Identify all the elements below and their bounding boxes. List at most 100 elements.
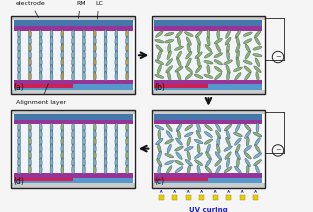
- Ellipse shape: [61, 158, 64, 167]
- Ellipse shape: [61, 151, 64, 160]
- Ellipse shape: [61, 72, 64, 81]
- Ellipse shape: [93, 72, 96, 81]
- Ellipse shape: [115, 144, 118, 153]
- Ellipse shape: [18, 43, 21, 53]
- Ellipse shape: [93, 144, 96, 153]
- Bar: [11, 183, 135, 188]
- Ellipse shape: [50, 144, 53, 153]
- Ellipse shape: [253, 132, 262, 137]
- Ellipse shape: [50, 64, 53, 74]
- Ellipse shape: [254, 160, 261, 166]
- Ellipse shape: [50, 36, 53, 46]
- Ellipse shape: [126, 123, 129, 132]
- Bar: [14, 26, 133, 31]
- Ellipse shape: [115, 64, 118, 74]
- Ellipse shape: [50, 57, 53, 67]
- Ellipse shape: [39, 43, 42, 53]
- Ellipse shape: [18, 57, 21, 67]
- Ellipse shape: [18, 29, 21, 39]
- Ellipse shape: [115, 36, 118, 46]
- Ellipse shape: [115, 158, 118, 167]
- Ellipse shape: [176, 152, 182, 159]
- Ellipse shape: [206, 159, 211, 167]
- Ellipse shape: [115, 57, 118, 67]
- Ellipse shape: [72, 165, 74, 174]
- Ellipse shape: [233, 67, 242, 72]
- Ellipse shape: [186, 37, 191, 45]
- Ellipse shape: [83, 137, 85, 146]
- Ellipse shape: [165, 160, 174, 165]
- Ellipse shape: [165, 39, 174, 43]
- Ellipse shape: [104, 144, 107, 153]
- Ellipse shape: [115, 72, 118, 81]
- Ellipse shape: [104, 151, 107, 160]
- Ellipse shape: [126, 165, 129, 174]
- Ellipse shape: [93, 64, 96, 74]
- Bar: [154, 177, 262, 183]
- Ellipse shape: [39, 144, 42, 153]
- Ellipse shape: [245, 44, 250, 52]
- Text: (a): (a): [13, 83, 24, 92]
- Ellipse shape: [197, 43, 200, 53]
- Ellipse shape: [18, 151, 21, 160]
- Ellipse shape: [126, 50, 129, 60]
- Bar: [172, 195, 177, 200]
- Ellipse shape: [115, 151, 118, 160]
- Ellipse shape: [50, 29, 53, 39]
- Bar: [240, 195, 244, 200]
- Ellipse shape: [61, 43, 64, 53]
- Ellipse shape: [104, 165, 107, 174]
- Bar: [154, 177, 208, 181]
- Ellipse shape: [206, 152, 211, 160]
- Ellipse shape: [207, 144, 210, 153]
- Ellipse shape: [205, 45, 212, 52]
- Ellipse shape: [255, 145, 260, 153]
- Bar: [11, 16, 135, 21]
- Text: ~: ~: [275, 54, 281, 60]
- Ellipse shape: [18, 50, 21, 60]
- Bar: [154, 31, 262, 80]
- Text: ~: ~: [275, 147, 281, 153]
- Ellipse shape: [176, 31, 182, 38]
- Ellipse shape: [104, 50, 107, 60]
- Ellipse shape: [155, 60, 164, 65]
- Bar: [11, 110, 135, 114]
- Ellipse shape: [18, 165, 21, 174]
- Ellipse shape: [104, 36, 107, 46]
- Ellipse shape: [235, 30, 241, 38]
- Ellipse shape: [104, 137, 107, 146]
- Ellipse shape: [115, 29, 118, 39]
- Bar: [186, 195, 191, 200]
- Ellipse shape: [18, 144, 21, 153]
- Ellipse shape: [205, 166, 212, 173]
- Ellipse shape: [158, 130, 161, 139]
- Ellipse shape: [39, 137, 42, 146]
- Ellipse shape: [207, 29, 210, 39]
- Ellipse shape: [204, 74, 213, 78]
- Ellipse shape: [39, 151, 42, 160]
- Ellipse shape: [224, 60, 232, 65]
- Bar: [14, 120, 133, 124]
- Ellipse shape: [197, 57, 200, 67]
- Ellipse shape: [104, 158, 107, 167]
- Bar: [154, 84, 208, 88]
- Ellipse shape: [184, 132, 193, 137]
- Ellipse shape: [156, 45, 163, 52]
- Bar: [14, 124, 133, 173]
- Ellipse shape: [214, 53, 223, 58]
- Ellipse shape: [83, 165, 85, 174]
- Ellipse shape: [187, 137, 191, 146]
- Ellipse shape: [166, 59, 172, 66]
- Ellipse shape: [234, 138, 241, 145]
- Ellipse shape: [93, 151, 96, 160]
- Ellipse shape: [166, 66, 172, 73]
- Bar: [154, 21, 262, 26]
- Ellipse shape: [158, 144, 161, 153]
- Bar: [14, 21, 133, 26]
- Ellipse shape: [72, 144, 74, 153]
- Ellipse shape: [185, 159, 192, 166]
- Ellipse shape: [225, 37, 231, 45]
- Ellipse shape: [177, 130, 181, 139]
- Ellipse shape: [236, 36, 239, 46]
- Ellipse shape: [93, 50, 96, 60]
